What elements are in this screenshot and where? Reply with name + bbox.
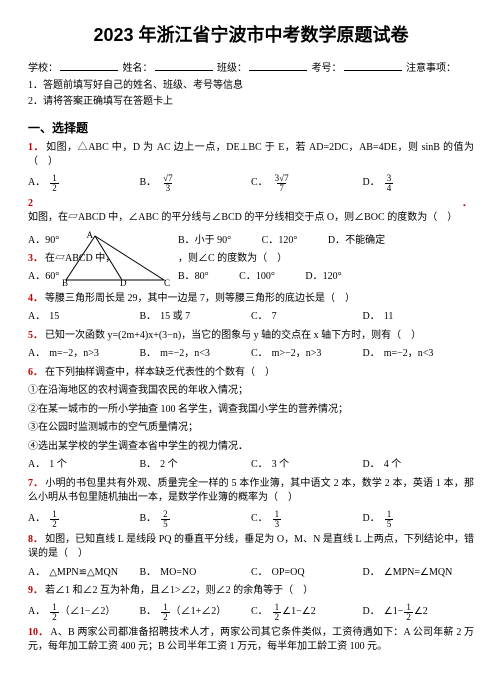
q6-opt-d: D．4 个	[363, 458, 475, 473]
q2-opt-d: D．不能确定	[328, 234, 385, 249]
q3-text-a: 在▱ABCD 中，	[45, 253, 115, 264]
qn-1: 1．	[28, 142, 44, 153]
q2-text: 如图，在▱ABCD 中，∠ABC 的平分线与∠BCD 的平分线相交于点 O，则∠…	[28, 212, 457, 223]
q6-opt-c: C．3 个	[251, 458, 363, 473]
q4-opt-a: A．15	[28, 310, 140, 325]
q5-opt-c: C．m>−2，n>3	[251, 347, 363, 362]
q4-opt-d: D．11	[363, 310, 475, 325]
q1-opt-c: C．3√77	[251, 174, 363, 193]
q8-opt-a: A．△MPN≌△MQN	[28, 566, 140, 581]
q5-opt-a: A．m=−2，n>3	[28, 347, 140, 362]
q8-opt-c: C．OP=OQ	[251, 566, 363, 581]
question-1: 1．如图，△ABC 中，D 为 AC 边上一点，DE⊥BC 于 E，若 AD=2…	[28, 141, 474, 170]
qn-4: 4．	[28, 293, 43, 304]
no-label: 考号：	[312, 62, 342, 77]
qn-7: 7．	[28, 478, 43, 489]
q1-opt-b: B．√73	[140, 174, 252, 193]
note-2: 2．请将答案正确填写在答题卡上	[28, 95, 474, 110]
q5-opt-d: D．m=−2，n<3	[363, 347, 475, 362]
q7-options: A．12 B．25 C．13 D．15	[28, 510, 474, 529]
q3-opt-b: B．80°	[178, 270, 209, 285]
q3-text-b: ，则∠C 的度数为（ ）	[178, 253, 287, 264]
qn-3: 3．	[28, 253, 43, 264]
q5-text: 已知一次函数 y=(2m+4)x+(3−n)，当它的图象与 y 轴的交点在 x …	[45, 330, 421, 341]
question-2: 2． 如图，在▱ABCD 中，∠ABC 的平分线与∠BCD 的平分线相交于点 O，…	[28, 197, 474, 226]
svg-text:A: A	[87, 230, 94, 240]
q2-opt-b: B．小于 90°	[178, 234, 231, 249]
qn-9: 9．	[28, 585, 43, 596]
qn-2: 2．	[28, 198, 472, 209]
qn-5: 5．	[28, 330, 43, 341]
qn-8: 8．	[28, 534, 43, 545]
q3-opt-a: A．60°	[28, 270, 59, 285]
q9-opt-b: B．12（∠1+∠2）	[140, 603, 252, 622]
q6-options: A．1 个 B．2 个 C．3 个 D．4 个	[28, 458, 474, 473]
q1-opt-a: A．12	[28, 174, 140, 193]
q7-opt-c: C．13	[251, 510, 363, 529]
school-label: 学校：	[28, 62, 58, 77]
question-6: 6．在下列抽样调查中，样本缺乏代表性的个数有（ ）	[28, 366, 474, 381]
class-label: 班级：	[217, 62, 247, 77]
q5-opt-b: B．m=−2，n<3	[140, 347, 252, 362]
question-9: 9．若∠1 和∠2 互为补角，且∠1>∠2，则∠2 的余角等于（ ）	[28, 584, 474, 599]
q2-opt-c: C．120°	[262, 234, 298, 249]
q9-text: 若∠1 和∠2 互为补角，且∠1>∠2，则∠2 的余角等于（ ）	[45, 585, 313, 596]
q4-options: A．15 B．15 或 7 C．7 D．11	[28, 310, 474, 325]
q1-opt-d: D．34	[363, 174, 475, 193]
class-slot	[249, 60, 307, 71]
q6-i3: ③在公园时监测城市的空气质量情况；	[28, 421, 474, 436]
question-5: 5．已知一次函数 y=(2m+4)x+(3−n)，当它的图象与 y 轴的交点在 …	[28, 329, 474, 344]
svg-text:D: D	[120, 278, 127, 288]
q7-opt-a: A．12	[28, 510, 140, 529]
q6-text: 在下列抽样调查中，样本缺乏代表性的个数有（ ）	[45, 367, 275, 378]
q8-options: A．△MPN≌△MQN B．MO=NO C．OP=OQ D．∠MPN=∠MQN	[28, 566, 474, 581]
q3-opt-c: C．100°	[239, 270, 275, 285]
school-slot	[60, 60, 118, 71]
q3-opt-d: D．120°	[305, 270, 341, 285]
note-1: 1．答题前填写好自己的姓名、班级、考号等信息	[28, 79, 474, 94]
q1-options: A．12 B．√73 C．3√77 D．34	[28, 174, 474, 193]
q4-opt-c: C．7	[251, 310, 363, 325]
q7-opt-b: B．25	[140, 510, 252, 529]
exam-page: { "title": "2023 年浙江省宁波市中考数学原题试卷", "meta…	[0, 0, 502, 683]
name-label: 姓名：	[123, 62, 153, 77]
q9-options: A．12（∠1−∠2） B．12（∠1+∠2） C．12∠1−∠2 D．∠1−1…	[28, 603, 474, 622]
q5-options: A．m=−2，n>3 B．m=−2，n<3 C．m>−2，n>3 D．m=−2，…	[28, 347, 474, 362]
q2-opt-a: A．90°	[28, 234, 59, 249]
svg-text:C: C	[164, 278, 170, 288]
section-1-head: 一、选择题	[28, 120, 474, 137]
name-slot	[155, 60, 213, 71]
q6-i4: ④选出某学校的学生调查本省中学生的视力情况．	[28, 440, 474, 455]
question-4: 4．等腰三角形周长是 29，其中一边是 7，则等腰三角形的底边长是（ ）	[28, 292, 474, 307]
no-slot	[344, 60, 402, 71]
q9-opt-d: D．∠1−12∠2	[363, 603, 475, 622]
q6-opt-a: A．1 个	[28, 458, 140, 473]
q1-text: 如图，△ABC 中，D 为 AC 边上一点，DE⊥BC 于 E，若 AD=2DC…	[28, 142, 474, 168]
q6-i1: ①在沿海地区的农村调查我国农民的年收入情况；	[28, 384, 474, 399]
q4-text: 等腰三角形周长是 29，其中一边是 7，则等腰三角形的底边长是（ ）	[45, 293, 355, 304]
q8-text: 如图，已知直线 L 是线段 PQ 的垂直平分线，垂足为 O，M、N 是直线 L …	[28, 534, 474, 560]
question-10: 10．A、B 两家公司都准备招聘技术人才，两家公司其它条件类似，工资待遇如下：A…	[28, 626, 474, 655]
q9-opt-a: A．12（∠1−∠2）	[28, 603, 140, 622]
question-8: 8．如图，已知直线 L 是线段 PQ 的垂直平分线，垂足为 O，M、N 是直线 …	[28, 533, 474, 562]
q9-opt-c: C．12∠1−∠2	[251, 603, 363, 622]
q6-opt-b: B．2 个	[140, 458, 252, 473]
q8-opt-d: D．∠MPN=∠MQN	[363, 566, 475, 581]
triangle-figure-block: A B D C A．90° B．小于 90° C．120° D．不能确定 3．在…	[28, 230, 474, 288]
note-label: 注意事项：	[406, 62, 456, 77]
exam-title: 2023 年浙江省宁波市中考数学原题试卷	[28, 22, 474, 48]
q8-opt-b: B．MO=NO	[140, 566, 252, 581]
q7-opt-d: D．15	[363, 510, 475, 529]
q6-i2: ②在某一城市的一所小学抽查 100 名学生，调查我国小学生的营养情况；	[28, 403, 474, 418]
qn-10: 10．	[28, 627, 48, 638]
q4-opt-b: B．15 或 7	[140, 310, 252, 325]
student-meta: 学校： 姓名： 班级： 考号： 注意事项：	[28, 60, 474, 77]
qn-6: 6．	[28, 367, 43, 378]
question-7: 7．小明的书包里共有外观、质量完全一样的 5 本作业簿，其中语文 2 本，数学 …	[28, 477, 474, 506]
q7-text: 小明的书包里共有外观、质量完全一样的 5 本作业簿，其中语文 2 本，数学 2 …	[28, 478, 474, 504]
